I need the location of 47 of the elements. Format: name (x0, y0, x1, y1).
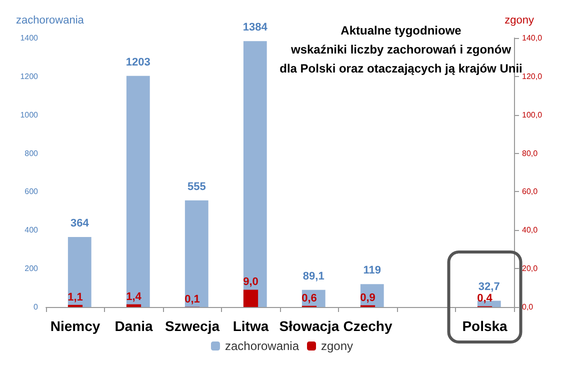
data-label: 0,1 (184, 293, 200, 306)
y2-tick-label: 0,0 (522, 302, 534, 312)
bar (184, 200, 208, 307)
y2-tick-label: 20,0 (522, 264, 538, 274)
data-label: 1,1 (68, 291, 83, 304)
data-label: 119 (363, 264, 382, 277)
data-label: 364 (70, 218, 90, 230)
data-label: 1384 (242, 22, 268, 34)
data-label: 1203 (126, 56, 150, 68)
data-label: 0,6 (302, 292, 317, 304)
y2-axis-title: zgony (504, 14, 534, 26)
bar (68, 237, 92, 307)
data-label: 0,4 (477, 292, 494, 305)
data-label: 32,7 (478, 281, 500, 294)
y-tick-label: 600 (24, 187, 39, 196)
x-tick-label: Polska (462, 318, 508, 334)
y2-tick-label: 60,0 (522, 187, 538, 196)
bar (126, 304, 142, 307)
y2-tick-label: 100,0 (522, 110, 543, 120)
x-tick-label: Dania (114, 318, 154, 334)
x-tick-label: Niemcy (50, 318, 100, 334)
y-tick-label: 0 (34, 302, 39, 312)
y2-tick-label: 120,0 (522, 72, 543, 81)
legend-label: zgony (321, 339, 354, 353)
legend-label: zachorowania (224, 339, 300, 353)
y-tick-label: 400 (24, 226, 39, 235)
x-tick-label: Szwecja (165, 318, 220, 334)
y-tick-label: 1000 (20, 110, 39, 120)
y2-tick-label: 40,0 (522, 226, 538, 235)
y-tick-label: 1400 (20, 34, 39, 42)
bar (243, 290, 258, 307)
x-tick-label: Czechy (343, 318, 392, 334)
y-tick-label: 200 (24, 264, 39, 274)
y-axis-title: zachorowania (16, 14, 85, 26)
data-label: 89,1 (302, 270, 324, 282)
bar (126, 76, 150, 307)
y2-tick-label: 140,0 (522, 34, 543, 42)
x-tick-label: Litwa (232, 318, 269, 334)
bar (243, 41, 267, 307)
y-tick-label: 1200 (20, 72, 39, 81)
data-label: 1,4 (126, 290, 142, 303)
y-tick-label: 800 (24, 148, 39, 158)
data-label: 555 (187, 180, 206, 193)
data-label: 0,9 (360, 292, 376, 304)
x-tick-label: Słowacja (279, 318, 340, 334)
y2-tick-label: 80,0 (522, 148, 538, 158)
data-label: 9,0 (243, 276, 258, 288)
